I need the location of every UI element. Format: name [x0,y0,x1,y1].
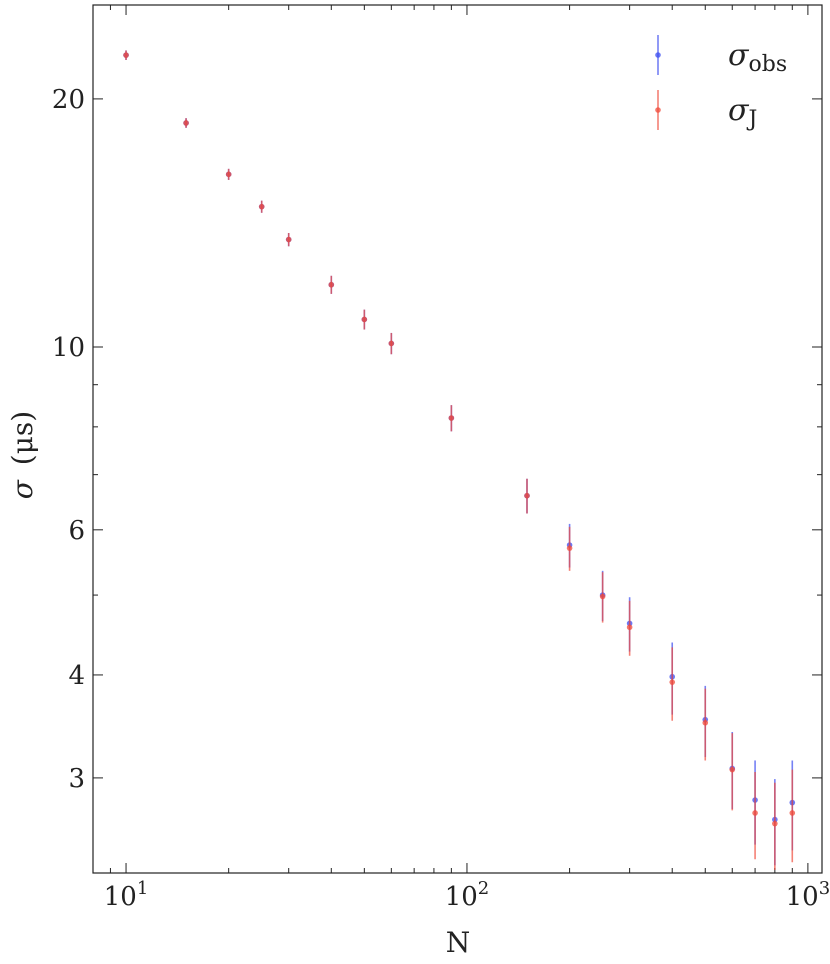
data-point [448,415,455,421]
y-tick-label: 20 [52,85,85,115]
minor-ticks [92,5,822,873]
legend-marker-dot [655,107,661,113]
y-tick-label: 4 [68,661,85,691]
data-point [258,203,265,210]
x-axis-label: N [446,926,471,959]
series-j [123,50,796,870]
major-ticks [93,5,822,873]
data-point [328,281,335,288]
legend-label: σJ [728,93,757,132]
x-tick-labels: 101 102 103 [104,878,830,912]
data-point [183,120,189,126]
series-obs [123,50,796,866]
data-point [599,593,606,600]
series-layer [123,50,796,870]
x-tick-label: 102 [445,878,490,912]
data-point [225,171,232,178]
data-point [669,679,676,685]
x-tick-label: 103 [786,878,830,912]
data-point [772,820,778,827]
data-point [524,492,530,499]
y-tick-label: 3 [68,764,85,794]
x-tick-label: 101 [104,878,149,912]
legend-label-sub: obs [748,52,787,77]
legend-label-symbol: σ [728,93,750,128]
y-axis-label: σ (μs) [6,411,39,499]
legend-label: σobs [728,38,787,77]
svg-text:σ (μs): σ (μs) [6,411,39,499]
data-point [566,545,573,551]
data-point [789,810,796,816]
data-point [626,624,633,631]
legend-marker-dot [655,52,661,58]
data-point [388,340,395,347]
data-point [752,810,758,816]
data-point [285,236,292,243]
data-point [702,719,709,726]
y-axis-label-unit: (μs) [6,411,39,465]
plot-frame [92,4,823,874]
y-tick-label: 6 [68,516,85,546]
data-point [361,316,368,323]
y-tick-labels: 3 4 6 10 20 [52,85,85,794]
legend-label-sub: J [746,107,757,132]
y-tick-label: 10 [52,333,85,363]
legend-label-symbol: σ [728,38,750,73]
y-axis-label-symbol: σ [6,479,39,499]
data-point [729,766,736,773]
plot-frame-rect [92,4,823,874]
data-point [123,52,129,58]
